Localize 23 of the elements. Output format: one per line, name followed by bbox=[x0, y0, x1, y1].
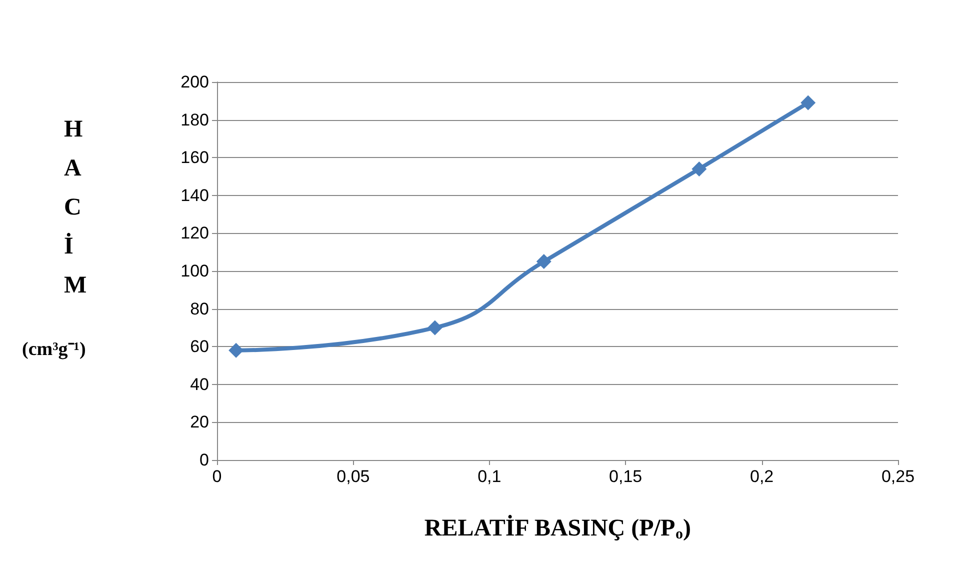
point bbox=[692, 161, 707, 176]
y-tick-label: 200 bbox=[180, 72, 209, 92]
text: HACİM (cm³g⁻¹) bbox=[22, 116, 87, 360]
y-tick-label: 40 bbox=[190, 374, 209, 394]
point bbox=[800, 95, 816, 110]
y-tick-label: 20 bbox=[190, 412, 209, 432]
y-tick-label: 140 bbox=[180, 186, 209, 205]
y-tick-label: 160 bbox=[180, 148, 209, 168]
point bbox=[536, 254, 552, 270]
y-tick-label: 60 bbox=[190, 337, 209, 356]
point bbox=[228, 342, 244, 358]
y-tick-label: 120 bbox=[180, 224, 209, 243]
x-tick-label: 0,1 bbox=[478, 467, 502, 486]
y-tick-label: 80 bbox=[190, 299, 209, 318]
point bbox=[427, 320, 442, 336]
x-tick-label: 0,05 bbox=[336, 467, 370, 486]
x-tick-label: 0 bbox=[212, 467, 222, 486]
y-tick-label: 180 bbox=[180, 110, 209, 130]
y-tick-label: 0 bbox=[200, 450, 209, 470]
y-tick-label: 100 bbox=[180, 262, 209, 280]
x-tick-label: 0,2 bbox=[750, 467, 774, 486]
x-tick-label: 0,25 bbox=[881, 467, 915, 486]
x-tick-label: 0,15 bbox=[609, 467, 642, 486]
